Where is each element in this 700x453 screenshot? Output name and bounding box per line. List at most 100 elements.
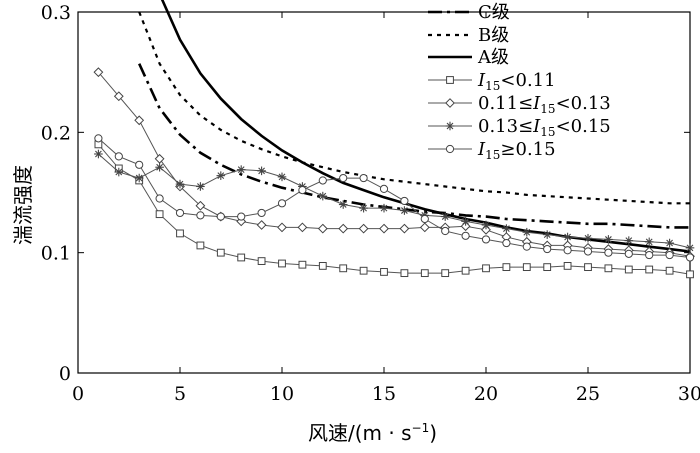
data-point-asterisk [481,220,491,230]
data-point-square [563,262,572,270]
data-point-asterisk [134,173,144,183]
legend-marker-asterisk [445,121,455,131]
data-point-square [400,269,409,278]
legend-label-tail: <0.13 [556,93,611,114]
data-point-asterisk [175,179,185,189]
data-point-circle [339,173,348,183]
y-axis-title: 湍流强度 [11,165,35,245]
data-point-circle [257,208,266,218]
data-point-asterisk [583,233,593,243]
legend-marker-diamond [445,98,455,108]
data-point-circle [604,248,613,257]
data-point-circle [359,173,368,183]
x-tick-label: 5 [174,383,186,405]
data-point-asterisk [94,149,103,159]
data-point-asterisk [196,182,205,191]
data-point-circle [624,249,633,258]
data-point-circle [563,246,572,255]
legend-label-circle: I15≥0.15 [477,139,556,162]
data-point-diamond [277,222,287,233]
x-tick-label: 10 [270,383,294,405]
legend-label-tail: ≥0.15 [500,139,555,160]
data-point-asterisk [644,237,654,247]
curve-a-class [160,0,691,253]
data-point-circle [196,211,205,220]
data-point-square [339,264,348,273]
data-point-diamond [297,222,308,233]
data-point-square [502,263,511,272]
data-point-square [278,259,286,268]
data-point-square [522,263,531,272]
data-point-asterisk [400,206,409,215]
series-asterisk [94,149,695,253]
data-point-square [584,263,592,272]
x-tick-label: 20 [474,383,498,405]
data-point-square [176,229,184,238]
data-point-circle [175,208,185,218]
data-point-diamond [379,223,389,234]
data-point-square [420,269,429,278]
legend-label-variable: I [532,116,541,137]
y-tick-label: 0.3 [41,2,71,24]
data-point-circle [665,250,674,260]
data-point-square [318,262,327,270]
data-point-square [665,266,674,275]
data-point-diamond [317,223,328,234]
data-point-diamond [134,115,145,126]
data-point-diamond [399,223,410,234]
legend-label-variable: I [532,93,541,114]
data-point-circle [420,214,429,224]
data-point-diamond [338,223,349,234]
x-axis-title-main: 风速/(m · s [308,421,412,445]
data-point-circle [583,247,593,256]
legend-label-c: C级 [478,2,510,23]
x-tick-label: 0 [72,383,84,405]
data-point-diamond [419,222,430,233]
data-point-square [482,264,490,273]
data-point-square [237,253,246,262]
data-point-circle [318,176,327,185]
data-point-circle [461,231,470,240]
y-tick-label: 0.1 [41,243,71,265]
data-point-circle [135,160,144,169]
x-axis-title: 风速/(m · s−1) [308,421,437,445]
data-point-circle [94,134,103,143]
data-point-asterisk [216,171,226,180]
data-point-circle [298,185,307,195]
y-tick-label: 0 [59,363,71,385]
legend: C级B级A级I15<0.110.11≤I15<0.130.13≤I15<0.15… [428,2,611,162]
legend-label-variable: I [477,139,486,160]
data-point-square [624,265,633,274]
x-tick-label: 15 [372,383,396,405]
x-axis-title-close: ) [429,421,437,445]
data-point-circle [645,250,654,260]
legend-label-subscript: 15 [540,102,555,116]
curve-b-class [138,11,690,205]
data-point-diamond [195,200,206,211]
data-point-circle [216,212,225,221]
data-point-square [298,260,307,269]
data-point-square [257,257,266,265]
data-point-square [645,265,654,274]
data-point-square [359,266,368,275]
x-axis-title-sup: −1 [412,421,430,435]
data-point-asterisk [359,203,368,213]
data-point-asterisk [461,217,470,226]
axes: 0 5 10 15 20 25 30 0 0.1 0.2 0.3 [41,2,700,405]
legend-label-subscript: 15 [485,79,500,93]
data-point-asterisk [155,162,164,172]
legend-label-diamond: 0.11≤I15<0.13 [478,93,611,116]
data-point-circle [379,184,389,193]
series-square [94,140,694,279]
curve-c-class [138,63,690,229]
data-point-diamond [154,153,165,164]
data-point-square [155,210,164,219]
x-tick-label: 30 [678,383,700,405]
data-point-circle [114,152,123,161]
data-point-diamond [113,91,124,102]
data-point-circle [277,199,287,208]
legend-label-variable: I [477,70,486,91]
data-point-circle [522,242,531,251]
data-point-asterisk [379,203,389,213]
